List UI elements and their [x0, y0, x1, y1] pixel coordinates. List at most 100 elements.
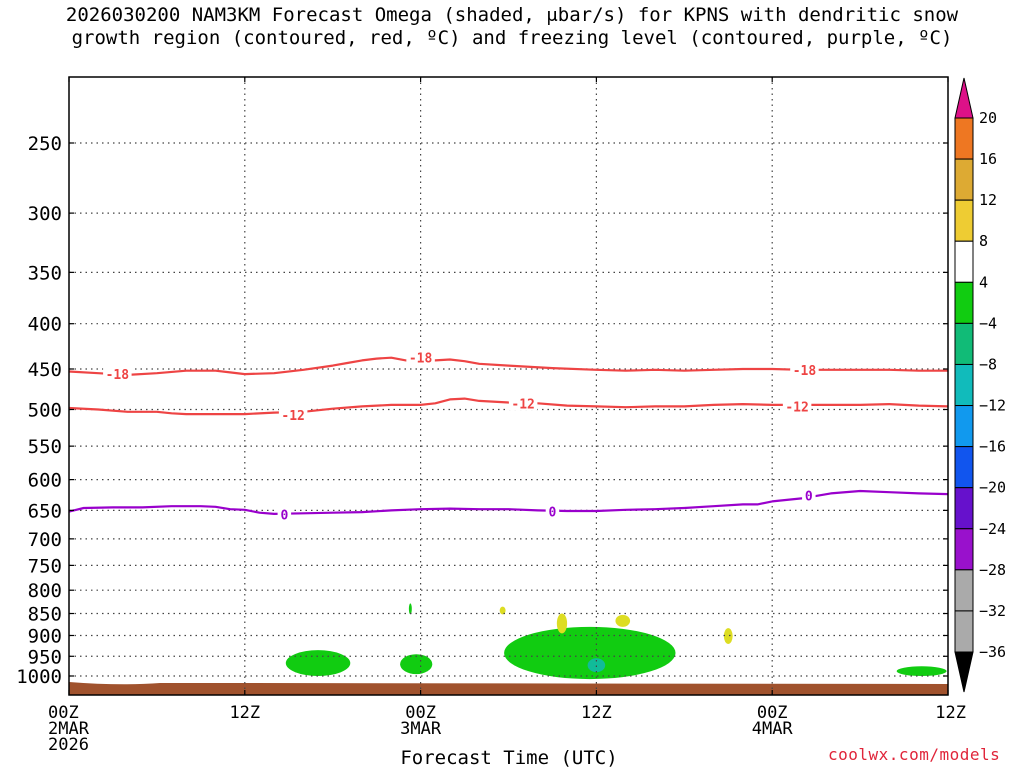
omega-region-yellow — [615, 614, 631, 627]
colorbar-bin — [954, 322, 974, 365]
plot-frame — [68, 76, 949, 696]
colorbar-bin — [954, 405, 974, 448]
contour-label-bg — [802, 487, 816, 503]
x-tick-label: 12Z — [935, 703, 966, 723]
colorbar-label: −36 — [979, 643, 1006, 661]
chart-title: 2026030200 NAM3KM Forecast Omega (shaded… — [65, 4, 959, 49]
x-tick-label: 2026 — [48, 735, 89, 755]
contour-label-bg — [545, 503, 560, 519]
contour-label: 0 — [805, 489, 813, 504]
x-tick-label: 4MAR — [752, 719, 794, 739]
x-tick-label: 12Z — [229, 703, 260, 723]
omega-region-green — [408, 603, 412, 615]
colorbar-label: −20 — [979, 479, 1006, 497]
colorbar-label: −32 — [979, 602, 1006, 620]
y-tick-label: 300 — [28, 203, 62, 225]
x-tick-label: 12Z — [581, 703, 612, 723]
omega-region-teal — [587, 658, 606, 673]
y-tick-label: 750 — [28, 555, 62, 577]
y-tick-label: 650 — [28, 500, 62, 522]
x-tick-label: 3MAR — [400, 719, 442, 739]
colorbar-bin — [954, 281, 974, 324]
y-tick-label: 1000 — [16, 666, 62, 688]
x-tick-label: 00Z — [405, 703, 436, 723]
ground-strip — [69, 682, 948, 695]
omega-region-yellow — [723, 628, 733, 644]
omega-shading-layer — [285, 603, 947, 680]
contour-layer: -18 -18 -18 -12 -12 -12 0 0 0 — [68, 349, 949, 523]
y-tick-label: 550 — [28, 436, 62, 458]
colorbar-bin — [954, 610, 974, 653]
contour-label-bg — [508, 395, 538, 411]
contour-label: 0 — [549, 506, 557, 521]
contour-label-bg — [790, 361, 819, 377]
y-tick-label: 700 — [28, 529, 62, 551]
y-tick-label: 350 — [28, 262, 62, 284]
contour-label: -18 — [409, 352, 433, 367]
site-credit[interactable]: coolwx.com/models — [828, 745, 1001, 764]
colorbar-label: −12 — [979, 397, 1006, 415]
contour-label: 0 — [280, 508, 288, 523]
colorbar-label: −16 — [979, 438, 1006, 456]
colorbar-bottom-cap — [954, 651, 974, 693]
colorbar-bin — [954, 117, 974, 160]
contour-label: -12 — [511, 397, 534, 412]
contour-label: -12 — [281, 409, 304, 424]
omega-region-green — [285, 650, 351, 676]
colorbar-bin — [954, 363, 974, 407]
omega-region-green — [400, 654, 433, 675]
y-tick-label: 850 — [28, 604, 62, 626]
plot-border — [68, 76, 949, 696]
x-axis-title: Forecast Time (UTC) — [400, 747, 617, 768]
colorbar-bin — [954, 199, 974, 242]
omega-region-yellow — [556, 613, 568, 634]
y-tick-label: 450 — [28, 359, 62, 381]
omega-region-yellow — [499, 606, 506, 615]
contour-label-bg — [782, 398, 812, 414]
x-tick-label: 00Z — [48, 703, 79, 723]
contour-label: -18 — [793, 364, 817, 379]
ground-layer — [69, 682, 948, 695]
colorbar-label: −24 — [979, 520, 1006, 538]
colorbar-label: −4 — [979, 314, 997, 332]
y-tick-label: 600 — [28, 470, 62, 492]
contour-label-bg — [277, 506, 292, 522]
colorbar-label: 4 — [979, 273, 988, 291]
x-tick-label: 2MAR — [48, 719, 90, 739]
contour-label-bg — [103, 366, 132, 382]
colorbar-top-cap — [954, 77, 974, 119]
y-tick-label: 900 — [28, 625, 62, 647]
contour-label-bg — [406, 349, 435, 365]
y-tick-label: 800 — [28, 580, 62, 602]
y-tick-label: 400 — [28, 314, 62, 336]
colorbar-legend: 20 16 12 8 4 −4 −8 −12 −16 −20 −24 −28 −32 −36 — [954, 77, 1006, 693]
y-tick-label: 950 — [28, 646, 62, 668]
contour-0C — [68, 489, 949, 515]
y-tick-label: 250 — [28, 133, 62, 155]
colorbar-bin — [954, 487, 974, 530]
colorbar-bin — [954, 528, 974, 571]
contour-label: -18 — [106, 368, 130, 383]
colorbar-label: 8 — [979, 232, 988, 250]
x-tick-label: 00Z — [757, 703, 788, 723]
y-axis: 2503003504004505005506006507007508008509… — [16, 133, 948, 688]
colorbar-label: 20 — [979, 109, 997, 127]
colorbar-bin — [954, 446, 974, 489]
contour--18C — [68, 356, 948, 376]
contour-label: -12 — [785, 400, 808, 415]
y-tick-label: 500 — [28, 400, 62, 422]
omega-region-green — [504, 626, 676, 680]
colorbar-label: −28 — [979, 561, 1006, 579]
contour--12C — [68, 397, 949, 416]
colorbar-bin — [954, 569, 974, 612]
colorbar-label: 16 — [979, 150, 997, 168]
colorbar-label: −8 — [979, 355, 997, 373]
colorbar-label: 12 — [979, 191, 997, 209]
colorbar-bin — [954, 240, 974, 283]
omega-region-green — [896, 666, 947, 676]
colorbar-bin — [954, 158, 974, 201]
contour-label-bg — [278, 406, 308, 422]
grid-layer — [69, 77, 948, 695]
